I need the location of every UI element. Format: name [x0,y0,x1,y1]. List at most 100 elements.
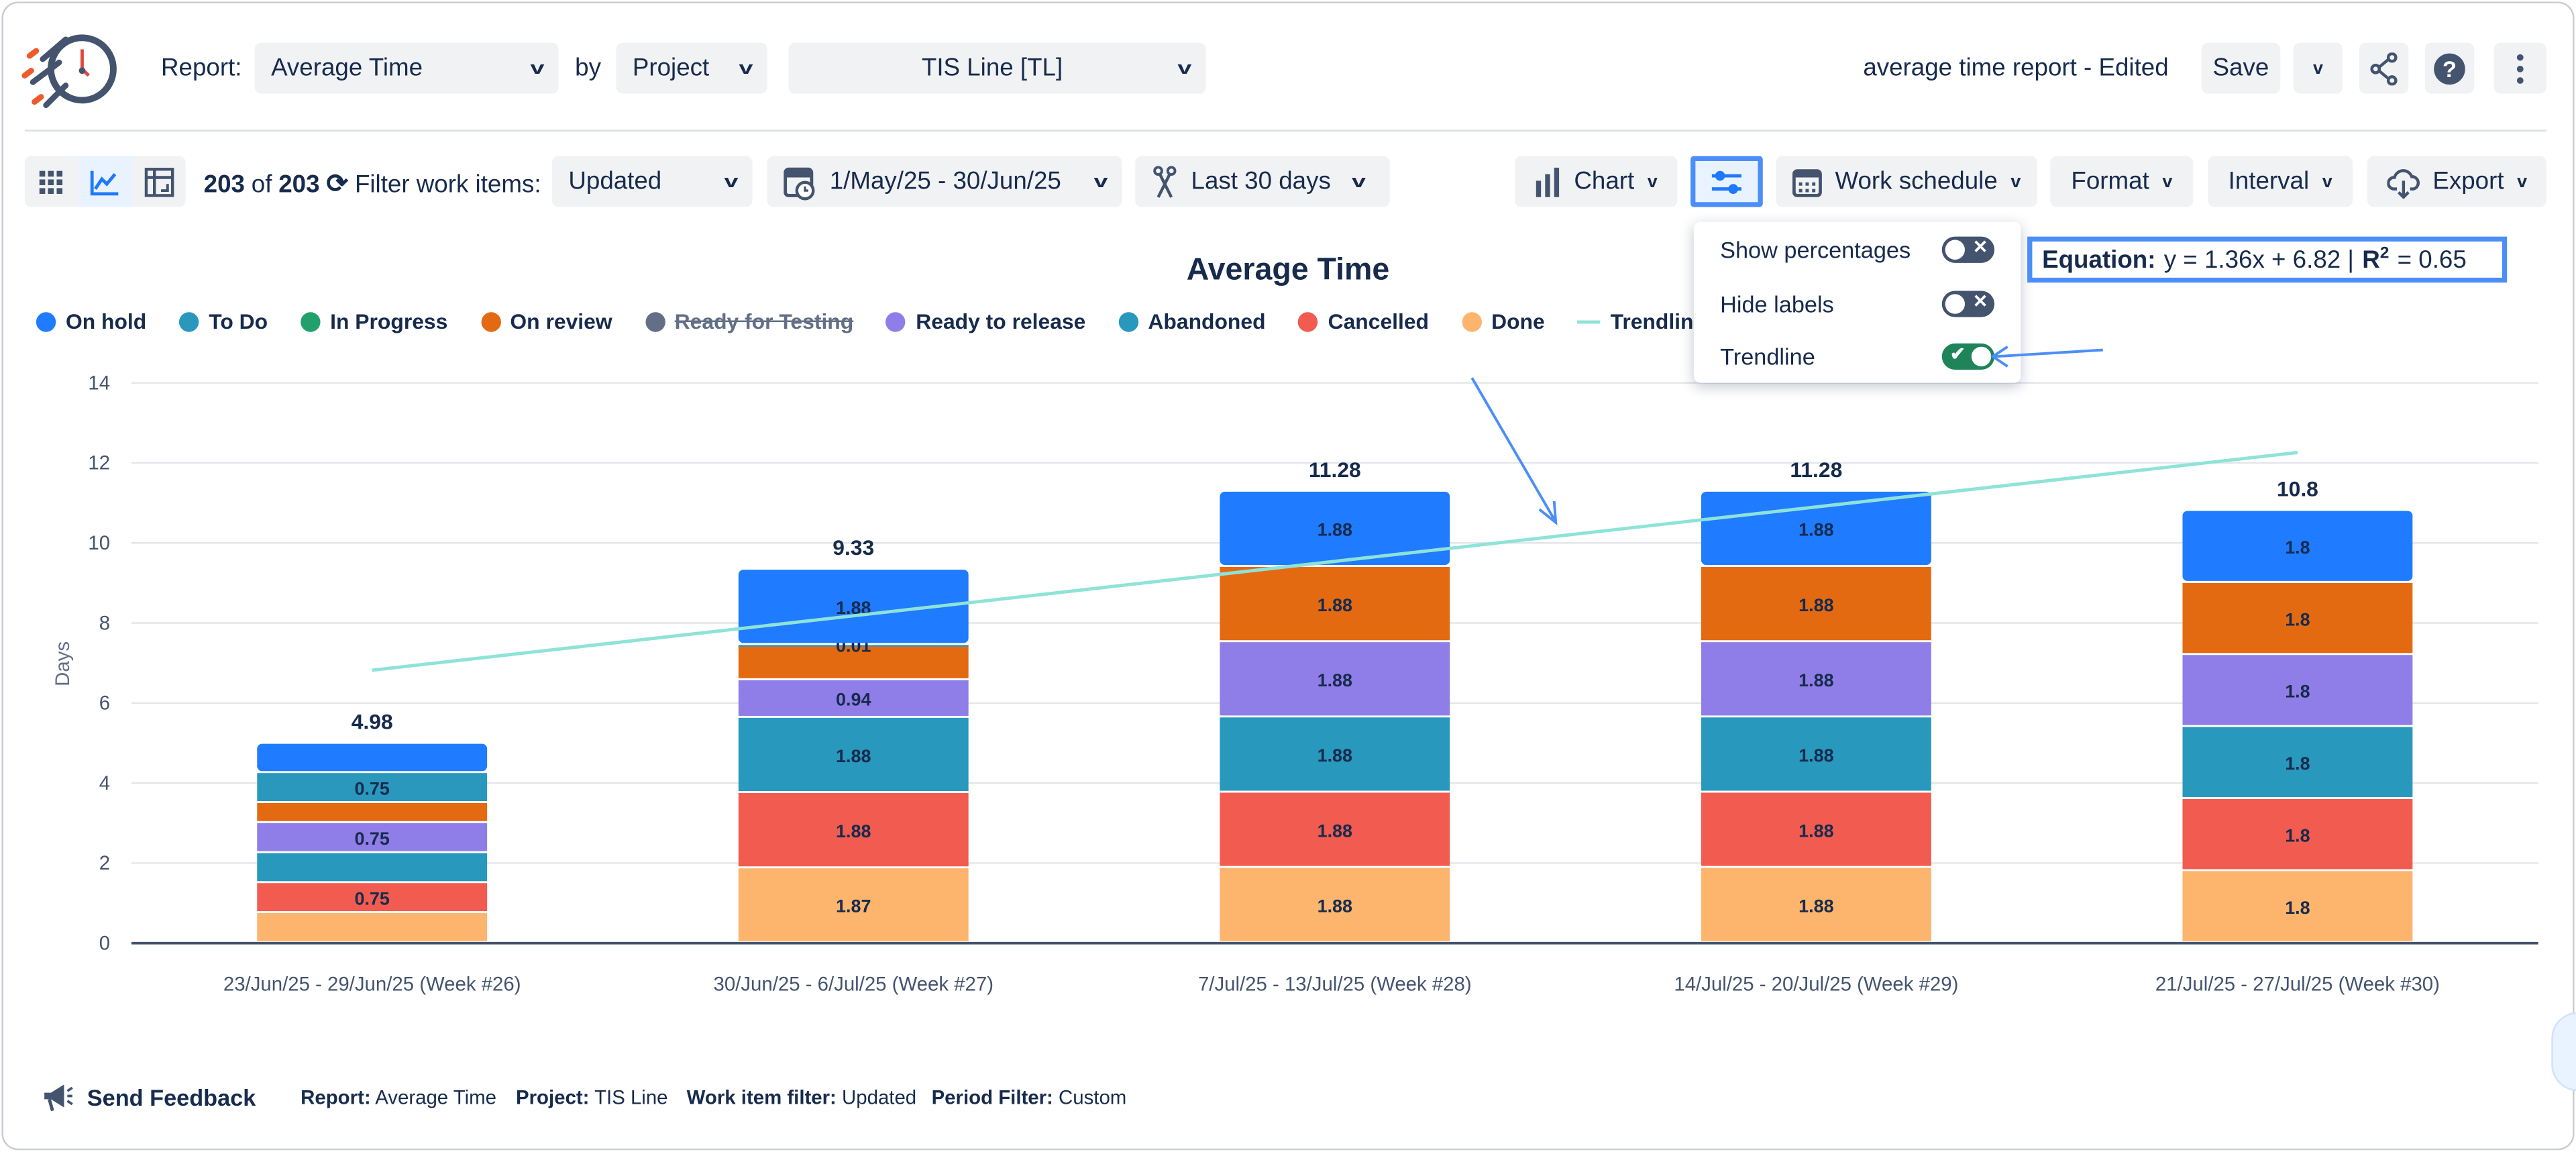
interval-button[interactable]: Interval v [2208,156,2353,207]
legend-item-ready-for-testing[interactable]: Ready for Testing [645,309,853,333]
format-label: Format [2071,167,2149,196]
bar-segment-to-do [257,773,488,802]
bar-segment-to-do [738,645,969,647]
interval-label: Interval [2228,167,2310,196]
show-percentages-toggle[interactable]: ✕ [1941,236,1995,263]
chart-type-button[interactable]: Chart v [1514,156,1678,207]
group-by-select[interactable]: Project v [616,42,767,94]
bar-segment-done [2182,871,2413,941]
bar-segment-abandoned [2182,727,2413,798]
data-label: 1.88 [1318,520,1352,540]
legend-item-to-do[interactable]: To Do [179,309,268,333]
report-type-value: Average Time [271,54,423,83]
legend-dot-marker [1118,311,1138,331]
data-label: 1.8 [2285,825,2310,845]
legend-item-in-progress[interactable]: In Progress [301,309,447,333]
check-icon: ✔ [1949,345,1966,365]
save-options-chevron-icon[interactable]: v [2293,42,2343,94]
legend-item-on-hold[interactable]: On hold [36,309,146,333]
legend-item-done[interactable]: Done [1461,309,1545,333]
filter-select[interactable]: Updated v [551,156,753,207]
bar-segment-done [738,868,969,941]
work-schedule-button[interactable]: Work schedule v [1776,156,2037,207]
send-feedback-button[interactable]: Send Feedback [41,1083,256,1112]
svg-text:?: ? [2443,56,2457,82]
x-tick-label: 23/Jun/25 - 29/Jun/25 (Week #26) [223,974,521,996]
y-tick-label: 10 [88,532,110,554]
trendline-equation: Equation: y = 1.36x + 6.82 | R2 = 0.65 [2027,236,2508,283]
legend-item-abandoned[interactable]: Abandoned [1118,309,1266,333]
data-label: 1.8 [2285,898,2310,918]
data-label: 1.88 [1318,745,1352,766]
legend-item-trendline[interactable]: Trendline [1577,309,1705,333]
bar-segment-on-hold [2182,511,2413,581]
data-label: 1.88 [1318,821,1352,841]
legend-item-cancelled[interactable]: Cancelled [1298,309,1429,333]
y-tick-label: 12 [88,452,110,474]
bar-segment-on-review [1220,567,1450,641]
share-button[interactable] [2359,42,2409,94]
legend-dot-marker [36,311,56,331]
legend-item-ready-to-release[interactable]: Ready to release [886,309,1085,333]
grid-view-button[interactable] [25,156,78,207]
data-label: 0.75 [354,888,389,908]
x-tick-label: 14/Jul/25 - 20/Jul/25 (Week #29) [1674,974,1958,996]
data-label: 1.8 [2285,753,2310,774]
bar-total-label: 10.8 [2277,476,2318,501]
chevron-down-icon: v [1177,58,1192,78]
filter-label: Filter work items: [354,170,541,199]
help-button[interactable]: ? [2424,42,2475,94]
export-button[interactable]: Export v [2367,156,2546,207]
data-label: 1.88 [836,821,871,841]
filter-value: Updated [568,167,662,196]
legend-dot-marker [645,311,665,331]
y-tick-label: 14 [88,372,110,394]
calendar-clock-icon [784,166,815,200]
legend-dot-marker [1298,311,1318,331]
report-label: Report: [161,54,242,83]
trendline-toggle[interactable]: ✔ [1941,343,1995,370]
legend-dot-marker [301,311,321,331]
floating-help-button[interactable] [2551,1012,2576,1092]
data-label: 1.8 [2285,609,2310,629]
export-label: Export [2432,167,2504,196]
equation-label: Equation: [2042,246,2156,274]
chevron-down-icon: v [530,58,545,78]
chart-options-menu: Show percentages ✕ Hide labels ✕ Trendli… [1693,221,2021,383]
bar-segment-on-hold [1220,491,1450,566]
data-label: 1.87 [836,896,871,917]
chart-view-button[interactable] [78,156,132,207]
footer-work-item-filter: Work item filter: Updated [686,1086,917,1110]
bar-segment-on-review [1701,567,1931,641]
date-range-picker[interactable]: 1/May/25 - 30/Jun/25 v [767,156,1122,207]
chart-options-button[interactable] [1690,156,1763,207]
table-view-button[interactable] [132,156,186,207]
more-button[interactable] [2493,42,2546,94]
cloud-download-icon [2386,168,2420,199]
y-tick-label: 8 [99,612,110,634]
help-icon: ? [2434,52,2465,84]
save-button[interactable]: Save [2201,42,2281,94]
bar-segment-cancelled [738,793,969,867]
item-count: 203 of 203 ⟳ Filter work items: [204,168,541,201]
refresh-icon[interactable]: ⟳ [326,170,349,199]
bar-segment-on-review [2182,582,2413,653]
report-type-select[interactable]: Average Time v [254,42,559,94]
y-tick-label: 4 [99,772,110,794]
legend-item-on-review[interactable]: On review [480,309,612,333]
project-select[interactable]: TIS Line [TL] v [788,42,1206,94]
show-percentages-label: Show percentages [1720,236,1911,263]
report-name: average time report - Edited [1863,54,2169,83]
x-icon: ✕ [1972,292,1988,313]
bar-segment-cancelled [257,883,488,912]
bar-segment-cancelled [2182,798,2413,870]
calendar-icon [1792,168,1822,197]
format-button[interactable]: Format v [2050,156,2194,207]
by-label: by [575,54,601,83]
data-label: 1.88 [1318,896,1352,916]
chevron-down-icon: v [739,58,753,78]
period-select[interactable]: Last 30 days v [1135,156,1390,207]
y-tick-label: 2 [99,852,110,874]
hide-labels-toggle[interactable]: ✕ [1941,291,1995,317]
chevron-down-icon: v [1647,171,1658,192]
